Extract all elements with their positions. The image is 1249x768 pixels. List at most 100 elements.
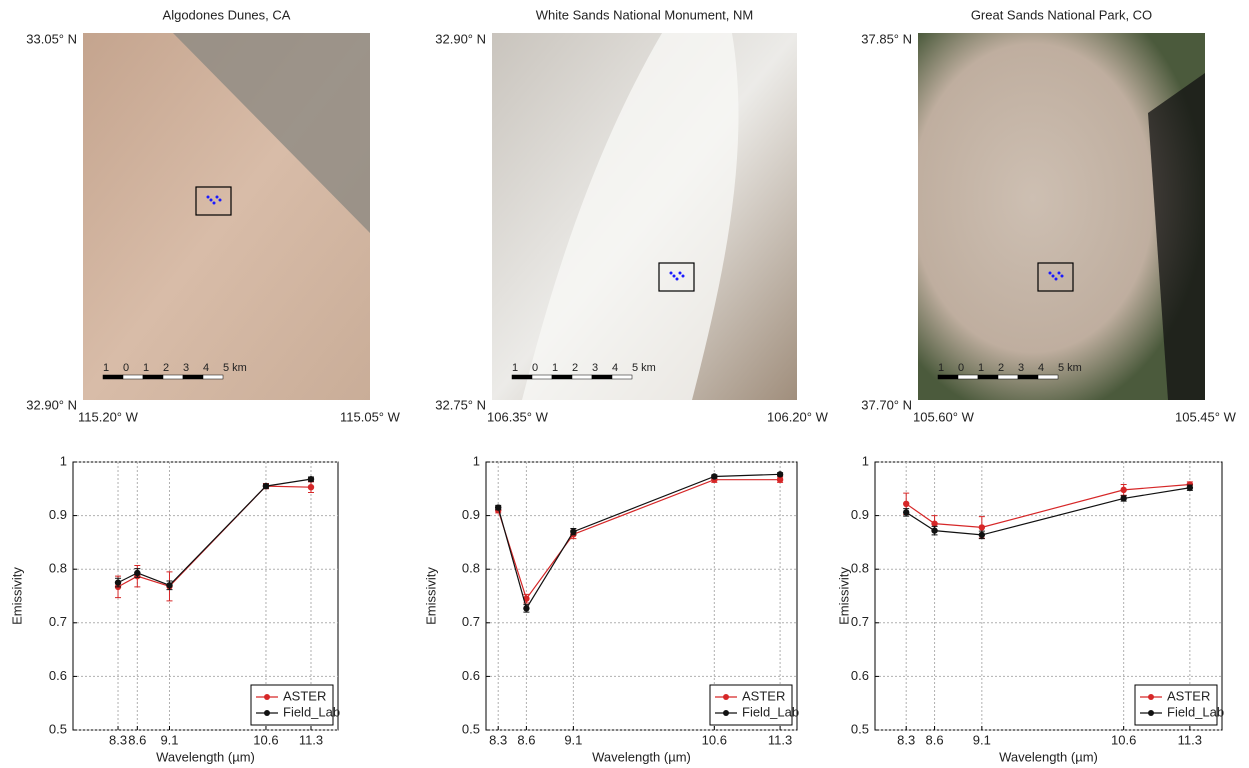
sample-point — [681, 274, 685, 278]
y-tick-label: 0.7 — [462, 614, 480, 629]
data-point — [903, 500, 910, 508]
y-tick-label: 0.6 — [49, 668, 67, 683]
data-point — [307, 475, 315, 483]
sample-point — [669, 271, 673, 275]
y-axis-label: Emissivity — [836, 567, 851, 625]
sample-point — [218, 198, 222, 202]
study-area-box — [1037, 262, 1074, 292]
scale-label: 1 — [512, 362, 518, 374]
scale-label: 1 — [552, 362, 558, 374]
scale-label: 4 — [612, 362, 618, 374]
scale-bar — [1037, 374, 1059, 380]
map-title: Algodones Dunes, CA — [163, 7, 291, 22]
scale-label: 0 — [123, 362, 129, 374]
x-tick-label: 11.3 — [768, 732, 792, 747]
scale-label: 1 — [103, 362, 109, 374]
x-tick-label: 9.1 — [973, 732, 991, 747]
scale-label: 1 — [938, 362, 944, 374]
x-axis-label: Wavelength (µm) — [592, 749, 691, 764]
x-tick-label: 11.3 — [299, 732, 323, 747]
scale-label: 2 — [163, 362, 169, 374]
data-point — [978, 524, 986, 531]
data-point — [931, 527, 938, 534]
scale-bar — [122, 374, 144, 380]
data-point — [523, 605, 530, 612]
lat-label: 32.90° N — [26, 397, 77, 412]
sample-point — [209, 198, 213, 202]
y-tick-label: 0.9 — [462, 507, 480, 522]
x-tick-label: 10.6 — [253, 732, 278, 747]
y-tick-label: 0.7 — [49, 614, 67, 629]
x-tick-label: 10.6 — [1111, 732, 1136, 747]
scale-label: 5 km — [223, 362, 247, 374]
lat-label: 32.75° N — [435, 397, 486, 412]
sample-point — [212, 201, 216, 205]
legend-label: ASTER — [1167, 688, 1210, 703]
y-tick-label: 0.5 — [462, 721, 480, 736]
scale-bar — [611, 374, 633, 380]
scale-label: 3 — [183, 362, 189, 374]
x-tick-label: 8.6 — [128, 732, 146, 747]
scale-label: 1 — [143, 362, 149, 374]
image-terrain — [1148, 73, 1205, 400]
scale-label: 1 — [978, 362, 984, 374]
sample-point — [1060, 274, 1064, 278]
data-point — [776, 476, 784, 483]
data-point — [307, 483, 315, 491]
lon-label: 115.05° W — [340, 409, 401, 424]
x-axis-label: Wavelength (µm) — [156, 749, 255, 764]
x-tick-label: 8.3 — [897, 732, 915, 747]
legend-box — [709, 684, 793, 726]
scale-label: 0 — [532, 362, 538, 374]
scale-bar — [162, 374, 184, 380]
scale-bar — [182, 374, 204, 380]
scale-bar — [937, 374, 959, 380]
study-area-box — [195, 186, 232, 216]
sample-point — [1054, 277, 1058, 281]
legend-label: Field_Lab — [1167, 704, 1224, 719]
legend-label: ASTER — [742, 688, 785, 703]
data-point — [711, 473, 718, 480]
scale-bar — [102, 374, 124, 380]
scale-bar — [531, 374, 553, 380]
scale-bar — [957, 374, 979, 380]
scale-label: 5 km — [632, 362, 656, 374]
data-point — [570, 528, 577, 535]
lon-label: 115.20° W — [78, 409, 139, 424]
legend-label: ASTER — [283, 688, 326, 703]
scale-label: 5 km — [1058, 362, 1082, 374]
sample-point — [206, 195, 210, 199]
data-point — [134, 569, 141, 577]
y-tick-label: 0.5 — [49, 721, 67, 736]
x-tick-label: 8.6 — [517, 732, 535, 747]
lon-label: 105.60° W — [913, 409, 975, 424]
x-axis-label: Wavelength (µm) — [999, 749, 1098, 764]
sample-point — [215, 195, 219, 199]
data-point — [262, 482, 270, 490]
legend-label: Field_Lab — [742, 704, 799, 719]
image-terrain — [522, 33, 739, 400]
scale-label: 3 — [592, 362, 598, 374]
data-point — [776, 471, 784, 478]
data-point — [1186, 484, 1194, 491]
sample-point — [1057, 271, 1061, 275]
y-tick-label: 1 — [862, 453, 869, 468]
sample-point — [672, 274, 676, 278]
y-tick-label: 0.6 — [851, 668, 869, 683]
scale-label: 0 — [958, 362, 964, 374]
data-point — [978, 531, 986, 539]
legend-marker — [723, 710, 729, 716]
legend-marker — [264, 710, 270, 716]
sample-point — [675, 277, 679, 281]
x-tick-label: 8.3 — [489, 732, 507, 747]
lat-label: 37.85° N — [861, 31, 912, 46]
legend-marker — [1148, 694, 1154, 700]
study-area-box — [658, 262, 695, 292]
data-point — [166, 582, 173, 589]
y-tick-label: 1 — [60, 453, 67, 468]
legend-box — [1134, 684, 1218, 726]
data-point — [903, 509, 910, 516]
lat-label: 32.90° N — [435, 31, 486, 46]
y-tick-label: 0.6 — [462, 668, 480, 683]
lon-label: 106.20° W — [767, 409, 829, 424]
